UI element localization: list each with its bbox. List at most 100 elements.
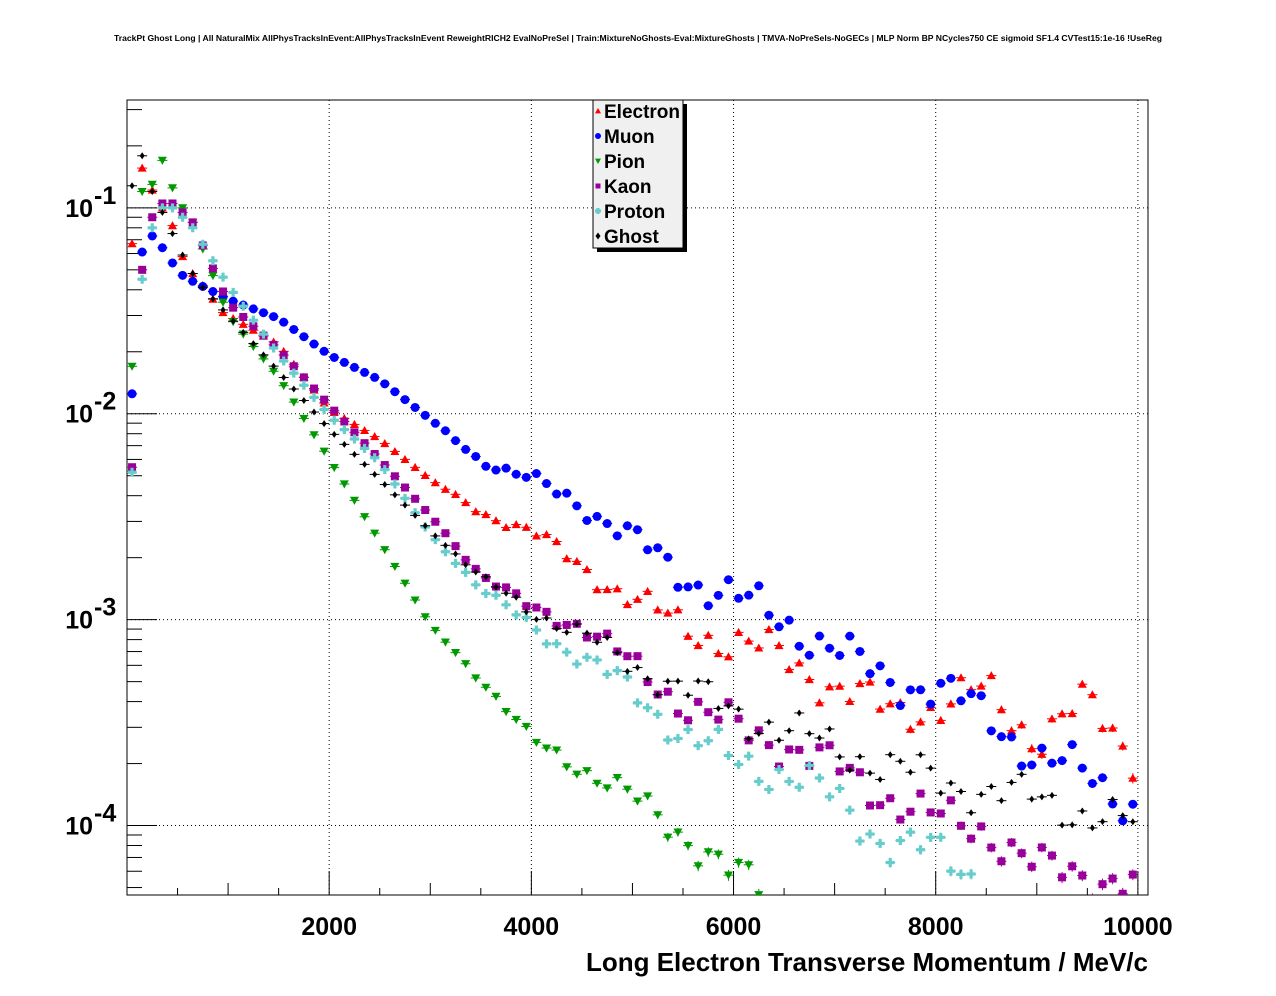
data-point-kaon: [137, 265, 148, 274]
data-point-ghost: [521, 608, 532, 616]
cross-marker: [238, 301, 248, 311]
data-point-ghost: [339, 440, 350, 448]
data-point-kaon: [824, 741, 835, 750]
square-marker: [542, 607, 551, 616]
data-point-muon: [774, 622, 785, 632]
cross-marker: [794, 782, 804, 792]
diamond-marker: [624, 667, 630, 675]
cross-marker: [309, 392, 319, 402]
square-marker: [714, 715, 723, 724]
data-point-muon: [1127, 799, 1138, 809]
circle-marker: [1108, 799, 1118, 809]
data-point-proton: [955, 869, 966, 881]
data-point-muon: [480, 461, 491, 471]
data-point-kaon: [359, 439, 370, 448]
data-point-proton: [683, 725, 694, 735]
data-point-ghost: [501, 589, 512, 597]
circle-marker: [885, 677, 895, 687]
diamond-marker: [432, 532, 438, 540]
data-point-ghost: [1097, 818, 1108, 826]
data-point-proton: [531, 625, 542, 635]
diamond-marker: [948, 779, 954, 787]
circle-marker: [269, 312, 279, 322]
data-point-ghost: [753, 730, 764, 738]
data-point-kaon: [349, 428, 360, 437]
triangle-down-marker: [542, 744, 552, 753]
data-point-muon: [207, 287, 218, 297]
diamond-marker: [493, 583, 499, 591]
data-point-proton: [672, 734, 683, 744]
square-marker: [1027, 862, 1036, 871]
data-point-ghost: [895, 757, 906, 765]
cross-marker: [542, 639, 552, 649]
data-point-ghost: [945, 779, 956, 787]
square-marker: [906, 807, 915, 816]
data-point-ghost: [824, 725, 835, 733]
data-point-electron: [1077, 679, 1088, 688]
triangle-down-marker: [178, 204, 188, 213]
circle-marker: [511, 469, 521, 479]
data-point-muon: [672, 582, 683, 592]
data-point-muon: [349, 362, 360, 372]
data-point-ghost: [683, 691, 694, 699]
square-marker: [1128, 870, 1137, 879]
cross-marker: [633, 698, 643, 708]
data-point-proton: [268, 343, 279, 353]
circle-marker: [572, 501, 582, 511]
diamond-marker: [827, 725, 833, 733]
data-point-proton: [248, 315, 259, 325]
triangle-down-marker: [390, 562, 400, 572]
data-point-proton: [703, 736, 714, 746]
legend-item-proton: Proton: [595, 202, 665, 223]
data-point-proton: [804, 760, 815, 770]
cross-marker: [855, 836, 865, 846]
data-point-kaon: [955, 821, 966, 831]
data-point-kaon: [976, 822, 987, 831]
data-point-ghost: [218, 306, 229, 314]
square-marker: [512, 589, 521, 598]
square-marker: [340, 417, 349, 426]
data-point-electron: [167, 221, 178, 230]
triangle-down-marker: [309, 431, 319, 440]
diamond-marker: [250, 340, 256, 348]
data-point-muon: [602, 519, 613, 529]
data-point-muon: [127, 389, 138, 399]
data-point-pion: [278, 382, 289, 391]
circle-marker: [349, 362, 359, 372]
diamond-marker: [988, 783, 994, 791]
cross-marker: [713, 724, 723, 734]
data-point-pion: [319, 447, 330, 456]
data-point-ghost: [490, 583, 501, 591]
cross-marker: [673, 734, 683, 744]
data-point-kaon: [127, 463, 138, 472]
data-point-ghost: [1117, 812, 1128, 820]
triangle-up-marker: [501, 522, 511, 532]
data-point-electron: [632, 594, 643, 603]
cross-marker: [521, 612, 531, 622]
data-point-kaon: [794, 745, 805, 754]
data-point-electron: [531, 531, 542, 540]
cross-marker: [552, 639, 562, 649]
data-point-ghost: [480, 573, 491, 581]
data-point-muon: [399, 395, 410, 405]
circle-marker: [542, 479, 552, 489]
data-point-proton: [187, 223, 198, 233]
diamond-marker: [1130, 818, 1136, 826]
square-marker: [764, 741, 773, 750]
square-marker: [855, 768, 864, 777]
data-point-electron: [521, 522, 532, 531]
data-point-ghost: [440, 541, 451, 549]
square-marker: [704, 708, 713, 717]
data-point-proton: [743, 751, 754, 761]
data-point-muon: [551, 489, 562, 499]
cross-marker: [289, 368, 299, 378]
circle-marker: [380, 379, 390, 389]
diamond-marker: [705, 678, 711, 686]
data-point-proton: [854, 836, 865, 846]
diamond-marker: [240, 328, 246, 336]
square-marker: [724, 698, 733, 707]
cross-marker: [329, 415, 339, 425]
data-point-ghost: [319, 420, 330, 428]
data-point-electron: [875, 704, 886, 713]
